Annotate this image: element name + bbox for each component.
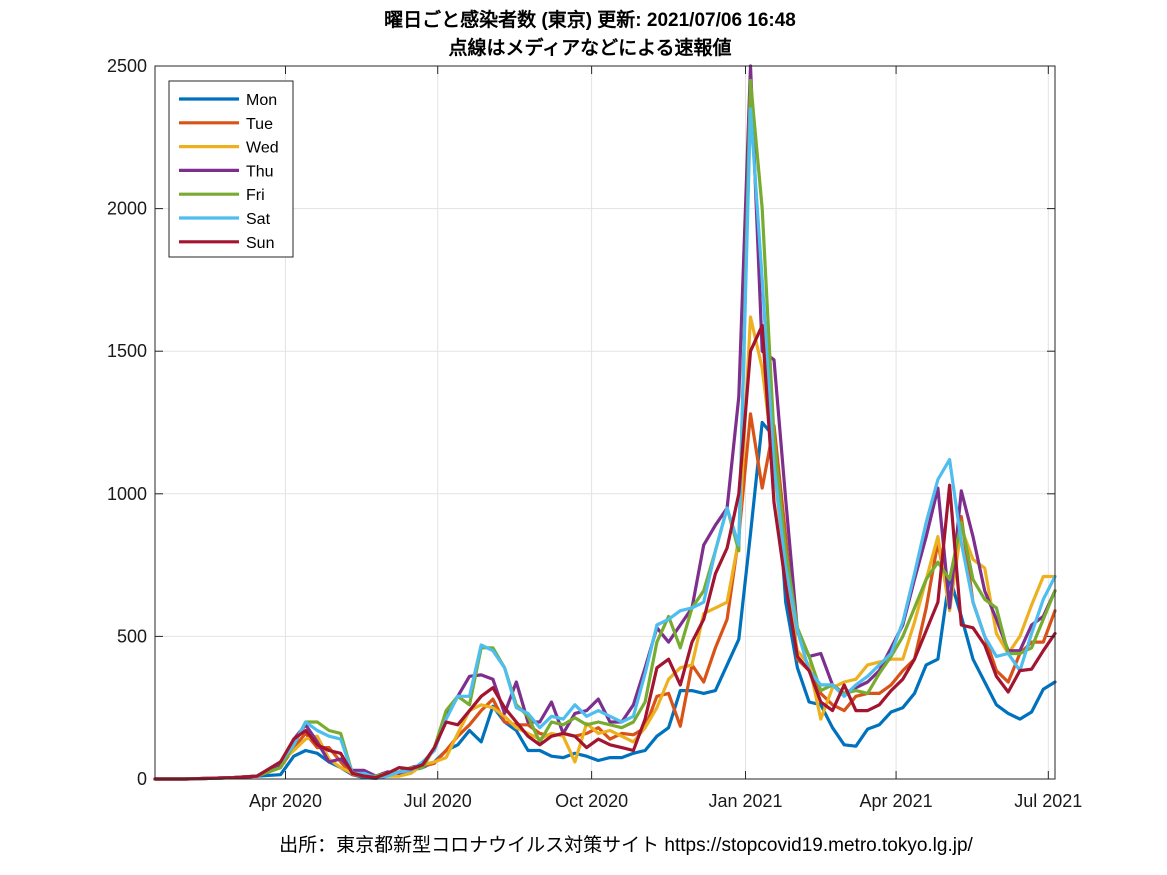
x-tick-label: Jul 2020 (404, 791, 472, 811)
y-tick-label: 2500 (107, 56, 147, 76)
series-line-sat (153, 107, 1057, 781)
x-tick-label: Apr 2021 (860, 791, 933, 811)
axes-box (154, 65, 1056, 780)
legend-label-wed: Wed (246, 140, 279, 157)
legend-label-sat: Sat (246, 211, 271, 228)
legend: Mon Tue Wed Thu Fri Sat Sun (168, 80, 294, 258)
series-lines (153, 64, 1057, 781)
y-tick-label: 0 (137, 769, 147, 789)
y-tick-label: 2000 (107, 199, 147, 219)
chart-title: 曜日ごと感染者数 (東京) 更新: 2021/07/06 16:48 (384, 8, 796, 31)
axis-ticks: 0 500 1000 1500 2000 2500 Apr 2020 Jul 2020 Oct … (107, 56, 1082, 811)
legend-label-sun: Sun (246, 235, 274, 252)
y-tick-label: 1000 (107, 484, 147, 504)
legend-label-thu: Thu (246, 163, 274, 180)
series-line-sun (153, 323, 1057, 781)
chart-subtitle: 点線はメディアなどによる速報値 (448, 36, 731, 59)
y-tick-label: 500 (117, 626, 147, 646)
x-tick-label: Oct 2020 (555, 791, 628, 811)
x-tick-label: Jan 2021 (708, 791, 782, 811)
y-tick-label: 1500 (107, 341, 147, 361)
legend-label-tue: Tue (246, 116, 273, 133)
legend-label-fri: Fri (246, 187, 265, 204)
source-note: 出所：東京都新型コロナウイルス対策サイト https://stopcovid19… (279, 834, 973, 856)
legend-label-mon: Mon (246, 92, 277, 109)
x-tick-label: Apr 2020 (249, 791, 322, 811)
x-tick-label: Jul 2021 (1014, 791, 1082, 811)
